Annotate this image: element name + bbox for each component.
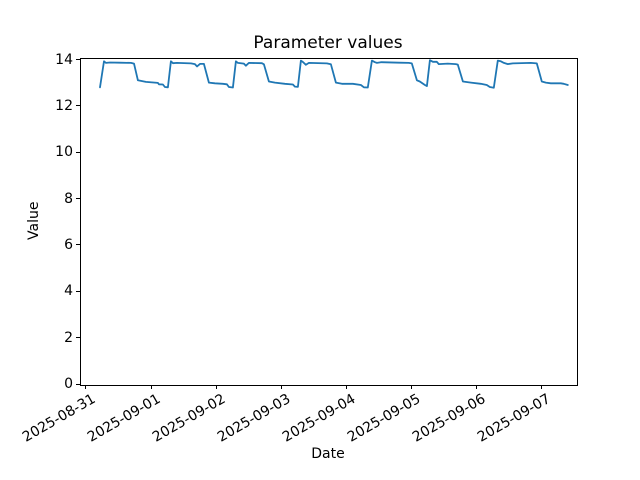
- y-tick-label: 8: [64, 190, 73, 207]
- line-chart-canvas: [99, 59, 569, 89]
- y-axis-tick: [76, 290, 80, 292]
- x-tick-label: 2025-09-04: [279, 391, 359, 446]
- plot-area: [80, 58, 578, 386]
- x-tick-label: 2025-09-05: [344, 391, 424, 446]
- y-axis-tick: [76, 337, 80, 339]
- x-axis-tick: [410, 385, 412, 389]
- y-tick-label: 14: [55, 51, 73, 68]
- y-axis-tick: [76, 244, 80, 246]
- y-axis-tick: [76, 105, 80, 107]
- x-tick-label: 2025-08-31: [19, 391, 98, 446]
- x-tick-label: 2025-09-07: [475, 391, 554, 446]
- y-axis-label: Value: [26, 201, 42, 241]
- y-tick-label: 0: [64, 376, 73, 392]
- data-line: [99, 59, 569, 89]
- x-axis-label: Date: [311, 446, 345, 462]
- x-tick-label: 2025-09-03: [214, 391, 294, 446]
- x-axis-tick: [85, 385, 87, 389]
- x-axis-tick: [345, 385, 347, 389]
- x-tick-label: 2025-09-06: [409, 391, 489, 446]
- x-axis-tick: [150, 385, 152, 389]
- y-axis-tick: [76, 59, 80, 61]
- chart-title: Parameter values: [253, 33, 403, 53]
- y-tick-label: 2: [64, 329, 73, 346]
- y-tick-label: 12: [55, 97, 73, 114]
- y-tick-label: 10: [55, 144, 73, 161]
- y-tick-label: 6: [64, 236, 73, 253]
- x-axis-tick: [280, 385, 282, 389]
- y-axis-tick: [76, 383, 80, 385]
- x-tick-label: 2025-09-01: [84, 391, 164, 446]
- x-axis-tick: [215, 385, 217, 389]
- x-tick-label: 2025-09-02: [149, 391, 229, 446]
- y-axis-tick: [76, 151, 80, 153]
- y-axis-tick: [76, 198, 80, 200]
- x-axis-tick: [475, 385, 477, 389]
- x-axis-tick: [541, 385, 542, 389]
- y-tick-label: 4: [64, 283, 73, 300]
